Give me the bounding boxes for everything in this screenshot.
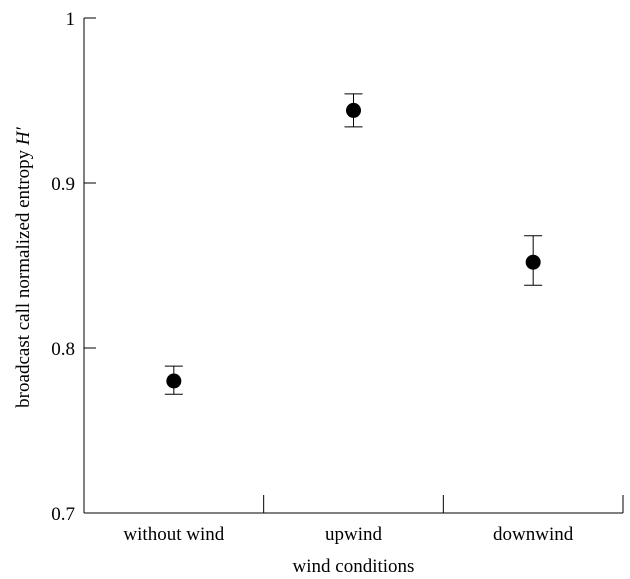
y-axis-title: broadcast call normalized entropy H′ [13, 126, 34, 407]
x-tick-label: without wind [123, 524, 224, 545]
y-tick-label: 1 [66, 9, 76, 30]
x-ticks: without wind upwind downwind [123, 495, 624, 545]
y-axis-title-main: broadcast call normalized entropy [13, 145, 34, 408]
x-tick-label: downwind [493, 524, 574, 545]
y-axis-title-symbol: H′ [13, 126, 34, 146]
x-tick-label: upwind [325, 524, 383, 545]
data-points [166, 102, 541, 389]
y-tick-label: 0.8 [51, 339, 75, 360]
error-bars [164, 93, 543, 395]
data-point [525, 254, 541, 270]
axes [83, 18, 623, 514]
data-point [166, 373, 182, 389]
y-tick-label: 0.9 [51, 174, 75, 195]
y-tick-label: 0.7 [51, 504, 75, 525]
x-axis-title: wind conditions [293, 556, 415, 577]
data-point [346, 102, 361, 118]
y-ticks: 0.7 0.8 0.9 1 [51, 9, 96, 525]
